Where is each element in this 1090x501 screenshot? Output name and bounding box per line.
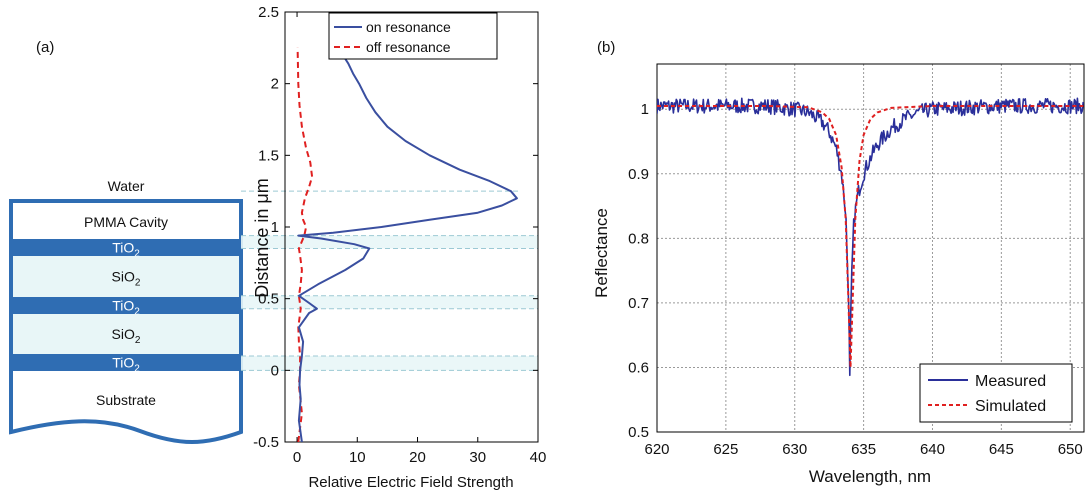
chart-b-ytick-label: 0.8	[628, 230, 649, 247]
chart-a-ytick-label: 2.5	[258, 4, 279, 21]
chart-b: 620 625 630 635 640 645 650 0.5 0.6 0.7 0.8 0.9 1 Mea…	[628, 63, 1085, 458]
layer-label-4: SiO2	[112, 326, 141, 346]
chart-a-ytick-label: 1.5	[258, 147, 279, 164]
interface-band-1	[241, 295, 538, 309]
chart-b-xtick-label: 650	[1058, 441, 1083, 458]
chart-a-ytick-label: 2	[271, 76, 279, 93]
chart-b-xtick-label: 645	[989, 441, 1014, 458]
chart-a-xtick-label: 0	[293, 449, 301, 466]
layer-label-0: PMMA Cavity	[84, 214, 168, 230]
layer-label-2: SiO2	[112, 269, 141, 289]
layer-stack: Water PMMA Cavity TiO2 SiO2 TiO2 SiO2 TiO2 Sub…	[9, 178, 243, 444]
chart-a-plot-area	[296, 47, 518, 442]
legend-entry-off-resonance: off resonance	[366, 39, 451, 55]
chart-b-ytick-label: 0.7	[628, 295, 649, 312]
layer-tio-3	[11, 297, 241, 314]
chart-b-ytick-label: 1	[641, 101, 649, 118]
panel-b-label: (b)	[597, 39, 615, 56]
series-line-on-resonance	[297, 47, 518, 442]
chart-a-legend-box	[328, 12, 498, 60]
chart-b-xlabel: Wavelength, nm	[809, 467, 931, 486]
chart-b-xtick-label: 625	[713, 441, 738, 458]
chart-b-frame	[656, 63, 1085, 433]
chart-b-xtick-label: 630	[782, 441, 807, 458]
layer-label-5: TiO2	[112, 355, 140, 375]
chart-a-ylabel: Distance in μm	[252, 178, 272, 297]
layer-sio-2	[11, 256, 241, 297]
layer-sio-4	[11, 314, 241, 354]
legend-entry-on-resonance: on resonance	[366, 19, 451, 35]
chart-a-frame	[284, 11, 539, 443]
series-line-off-resonance	[296, 47, 314, 442]
series-line-measured	[657, 97, 1084, 377]
chart-b-xtick-label: 620	[644, 441, 669, 458]
layer-label-1: TiO2	[112, 240, 140, 260]
chart-a-xlabel: Relative Electric Field Strength	[308, 474, 513, 491]
layer-label-6: Substrate	[96, 392, 156, 408]
chart-a: 0 10 20 30 40 -0.5 0 0.5 1 1.5 2 2.5 on resonance off…	[241, 4, 546, 466]
chart-b-plot-area	[657, 97, 1084, 377]
layer-tio-5	[11, 354, 241, 371]
layer-tio-1	[11, 239, 241, 256]
chart-b-xtick-label: 640	[920, 441, 945, 458]
legend-entry-simulated: Simulated	[975, 398, 1046, 415]
chart-a-ytick-label: 0.5	[258, 291, 279, 308]
layer-label-3: TiO2	[112, 298, 140, 318]
chart-b-ytick-label: 0.5	[628, 424, 649, 441]
chart-a-xtick-label: 20	[409, 449, 426, 466]
chart-b-ylabel: Reflectance	[592, 208, 611, 298]
chart-b-legend: Measured Simulated	[919, 363, 1073, 423]
chart-a-ytick-label: 0	[271, 362, 279, 379]
chart-a-xtick-label: 40	[530, 449, 547, 466]
chart-b-legend-box	[919, 363, 1073, 423]
chart-a-legend: on resonance off resonance	[328, 12, 498, 60]
chart-b-ytick-label: 0.9	[628, 166, 649, 183]
water-label: Water	[108, 178, 145, 194]
chart-b-ytick-label: 0.6	[628, 359, 649, 376]
panel-a-label: (a)	[36, 39, 54, 56]
chart-a-ytick-label: 1	[271, 219, 279, 236]
chart-a-ytick-label: -0.5	[253, 434, 279, 451]
interface-band-0	[241, 356, 538, 371]
chart-a-xtick-label: 10	[349, 449, 366, 466]
series-line-simulated	[657, 105, 1084, 369]
chart-a-xtick-label: 30	[469, 449, 486, 466]
stack-outline	[9, 199, 243, 444]
chart-b-xtick-label: 635	[851, 441, 876, 458]
legend-entry-measured: Measured	[975, 373, 1046, 390]
interface-band-2	[241, 235, 538, 249]
